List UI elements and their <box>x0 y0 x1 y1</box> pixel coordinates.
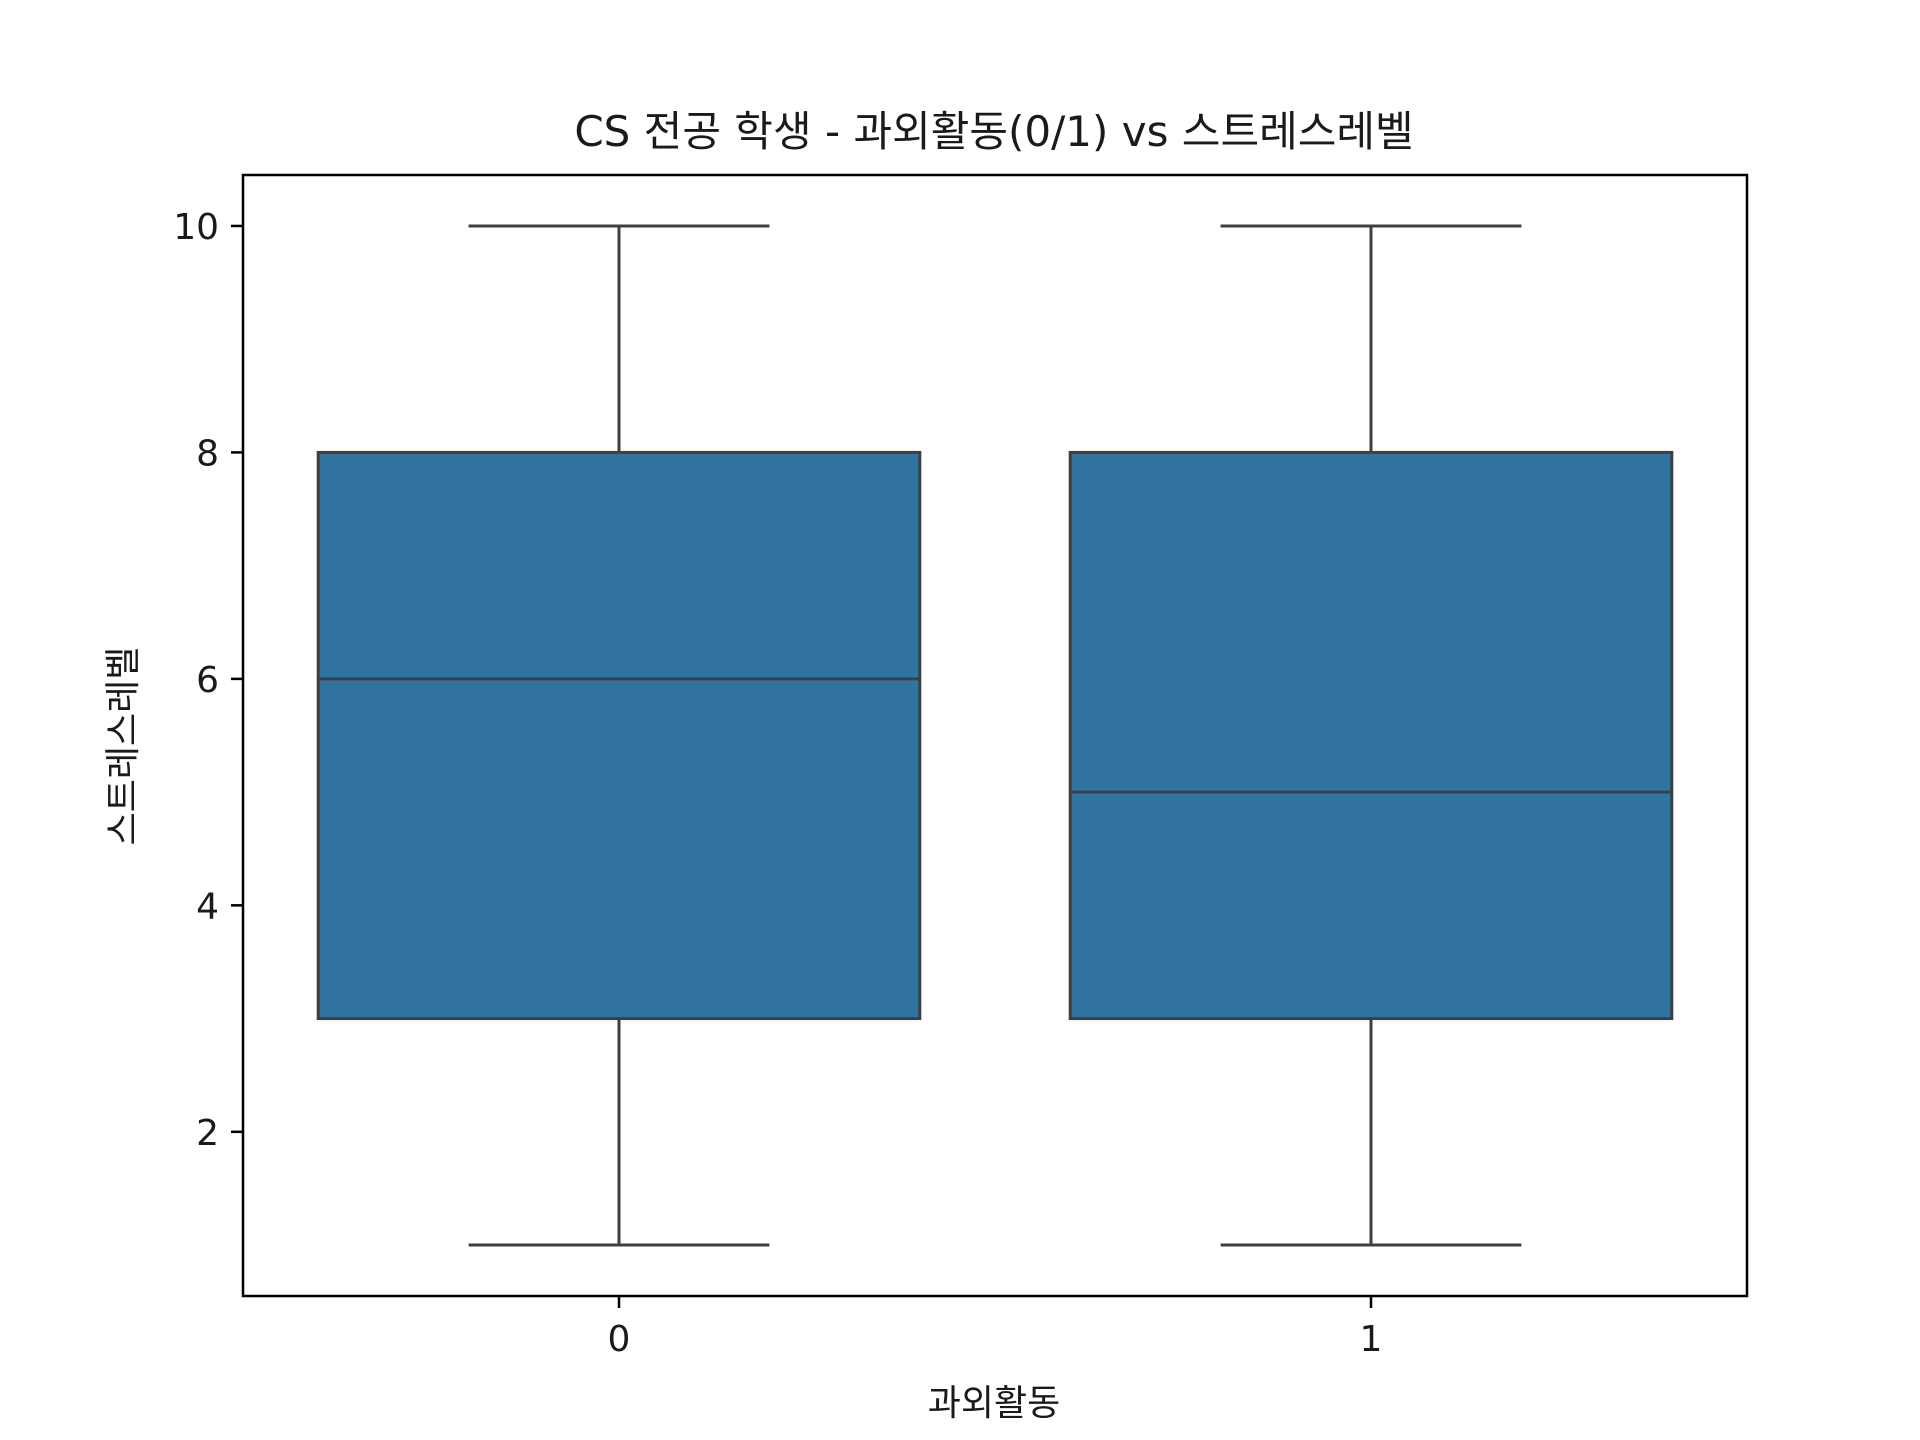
y-tick-label-2: 2 <box>196 1113 219 1154</box>
x-axis-label: 과외활동 <box>928 1383 1060 1424</box>
plot-frame <box>241 173 1749 1298</box>
chart-title: CS 전공 학생 - 과외활동(0/1) vs 스트레스레벨 <box>574 107 1413 156</box>
box-1 <box>1068 450 1674 1021</box>
y-tick-label-8: 8 <box>196 433 219 474</box>
y-tick-label-6: 6 <box>196 660 219 701</box>
plot-area: 2 4 6 8 10 0 1 <box>173 173 1749 1360</box>
x-tick-label-1: 1 <box>1360 1319 1383 1360</box>
y-axis-label: 스트레스레벨 <box>103 647 144 846</box>
box-0 <box>316 450 922 1021</box>
y-tick-label-4: 4 <box>196 886 219 927</box>
y-tick-label-10: 10 <box>173 207 219 248</box>
x-tick-label-0: 0 <box>608 1319 631 1360</box>
